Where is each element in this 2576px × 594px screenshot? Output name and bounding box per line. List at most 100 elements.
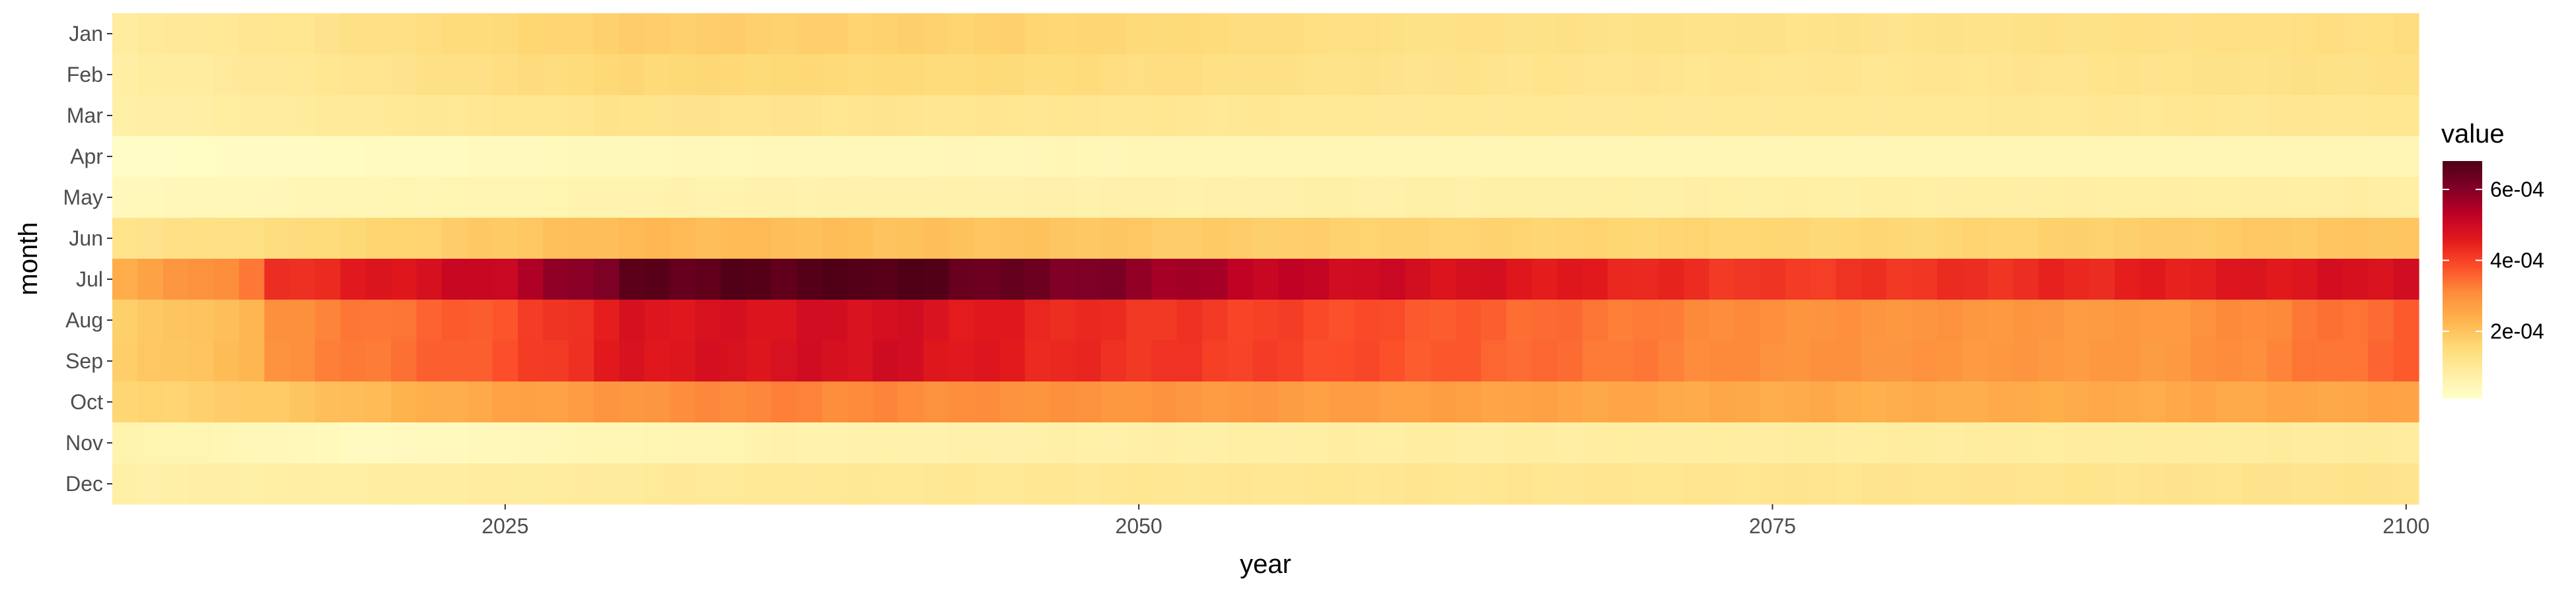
heatmap-cell (1430, 54, 1456, 96)
heatmap-cell (1760, 300, 1786, 341)
heatmap-cell (999, 341, 1026, 382)
heatmap-cell (1962, 259, 1989, 300)
heatmap-cell (1328, 422, 1355, 464)
heatmap-cell (898, 95, 924, 137)
heatmap-cell (492, 341, 519, 382)
heatmap-cell (2114, 463, 2141, 505)
heatmap-cell (213, 218, 240, 259)
y-tick-label: Sep (65, 349, 103, 373)
heatmap-cell (1912, 381, 1938, 423)
heatmap-cell (1126, 177, 1152, 218)
heatmap-cell (1430, 136, 1456, 178)
heatmap-cell (1734, 381, 1760, 423)
heatmap-cell (1455, 13, 1482, 55)
heatmap-cell (948, 381, 975, 423)
heatmap-cell (1760, 95, 1786, 137)
heatmap-cell (314, 13, 341, 55)
heatmap-cell (797, 300, 823, 341)
heatmap-cell (492, 259, 519, 300)
heatmap-cell (2063, 218, 2090, 259)
heatmap-cell (2139, 381, 2166, 423)
heatmap-cell (188, 218, 215, 259)
heatmap-cell (1100, 463, 1127, 505)
heatmap-cell (1455, 341, 1482, 382)
heatmap-cell (162, 13, 189, 55)
heatmap-cell (213, 341, 240, 382)
heatmap-cell (1126, 422, 1152, 464)
heatmap-cell (1126, 463, 1152, 505)
heatmap-cell (1430, 463, 1456, 505)
heatmap-cell (873, 177, 899, 218)
heatmap-cell (2190, 218, 2217, 259)
heatmap-cell (365, 422, 392, 464)
heatmap-cell (289, 13, 316, 55)
heatmap-cell (948, 463, 975, 505)
heatmap-cell (1405, 341, 1431, 382)
heatmap-cell (188, 463, 215, 505)
heatmap-cell (1024, 54, 1051, 96)
heatmap-cell (1557, 177, 1583, 218)
heatmap-cell (1328, 341, 1355, 382)
heatmap-cell (2114, 136, 2141, 178)
heatmap-cell (1531, 381, 1557, 423)
heatmap-cell (1354, 341, 1380, 382)
heatmap-cell (1075, 136, 1102, 178)
heatmap-cell (1151, 341, 1178, 382)
heatmap-cell (2013, 381, 2039, 423)
heatmap-cell (264, 259, 291, 300)
heatmap-cell (1684, 54, 1710, 96)
heatmap-cell (1937, 259, 1963, 300)
heatmap-cell (517, 259, 544, 300)
heatmap-cell (314, 300, 341, 341)
x-tick-label: 2075 (1749, 514, 1796, 538)
heatmap-cell (2013, 259, 2039, 300)
heatmap-cell (391, 13, 417, 55)
heatmap-cell (923, 300, 949, 341)
heatmap-cell (1405, 136, 1431, 178)
heatmap-cell (923, 341, 949, 382)
heatmap-cell (1836, 218, 1862, 259)
heatmap-cell (1531, 259, 1557, 300)
heatmap-cell (2190, 463, 2217, 505)
heatmap-cell (2393, 13, 2419, 55)
heatmap-cell (365, 341, 392, 382)
heatmap-cell (2063, 381, 2090, 423)
heatmap-cell (2368, 136, 2394, 178)
heatmap-cell (2190, 381, 2217, 423)
heatmap-cell (1658, 177, 1684, 218)
heatmap-cell (1684, 341, 1710, 382)
heatmap-cell (1202, 177, 1229, 218)
heatmap-cell (2241, 218, 2268, 259)
heatmap-cell (2241, 259, 2268, 300)
heatmap-cell (1557, 300, 1583, 341)
heatmap-cell (1760, 259, 1786, 300)
heatmap-cell (797, 136, 823, 178)
heatmap-cell (2241, 300, 2268, 341)
heatmap-cell (137, 300, 164, 341)
heatmap-cell (1354, 422, 1380, 464)
heatmap-cell (2393, 300, 2419, 341)
heatmap-cell (923, 13, 949, 55)
heatmap-cell (2292, 218, 2318, 259)
heatmap-cell (2317, 422, 2343, 464)
heatmap-cell (2317, 95, 2343, 137)
heatmap-cell (797, 95, 823, 137)
heatmap-cell (1886, 177, 1913, 218)
heatmap-cell (2038, 259, 2065, 300)
heatmap-cell (213, 136, 240, 178)
heatmap-cell (1100, 13, 1127, 55)
heatmap-cell (188, 381, 215, 423)
heatmap-cell (974, 422, 1000, 464)
heatmap-cell (1405, 422, 1431, 464)
heatmap-cell (695, 341, 721, 382)
heatmap-cell (1354, 13, 1380, 55)
heatmap-cell (1126, 218, 1152, 259)
heatmap-cell (797, 259, 823, 300)
heatmap-cell (948, 177, 975, 218)
heatmap-cell (974, 218, 1000, 259)
heatmap-cell (2013, 422, 2039, 464)
heatmap-cell (670, 463, 696, 505)
heatmap-cell (1176, 54, 1203, 96)
heatmap-cell (1379, 341, 1406, 382)
heatmap-cell (568, 300, 594, 341)
